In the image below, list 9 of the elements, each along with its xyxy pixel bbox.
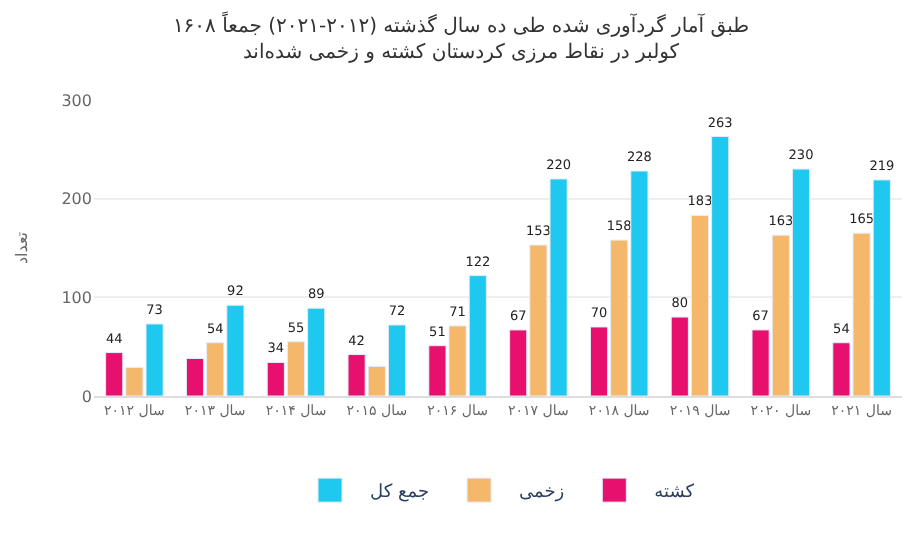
legend-label: زخمی — [519, 483, 565, 504]
y-tick-label: 200 — [61, 190, 92, 209]
y-tick-label: 100 — [61, 288, 92, 307]
y-axis-title: تعداد — [12, 231, 31, 265]
legend-label: جمع کل — [370, 483, 430, 504]
y-tick-label: 0 — [81, 387, 92, 406]
legend-label: کشته — [654, 483, 696, 504]
y-tick-label: 300 — [61, 91, 92, 110]
chart-title: طبق آمار گردآوری شده طی ده سال گذشته (۲۰۱۲-۲۰۲۱) جمعاً ۱۶۰۸ کولبر در نقاط مرزی کردستان کشته و زخمی شده‌اند — [172, 10, 750, 65]
